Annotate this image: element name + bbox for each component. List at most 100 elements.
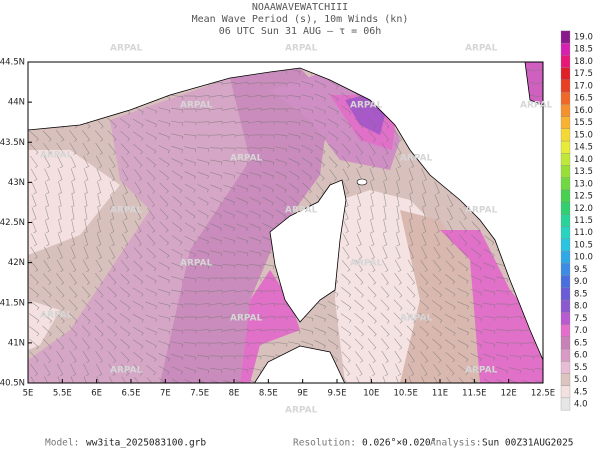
wind-barb	[249, 197, 261, 206]
colorbar-swatch	[560, 373, 571, 386]
wind-barb	[236, 367, 249, 373]
wind-barb	[421, 168, 427, 181]
wind-barb	[84, 207, 88, 220]
wind-barb	[196, 290, 210, 294]
wind-barb	[407, 350, 415, 363]
wind-barb	[133, 143, 143, 155]
wind-barb	[94, 312, 104, 324]
watermark: ARPAL	[110, 366, 143, 376]
wind-barb	[406, 312, 416, 324]
wind-barb	[71, 207, 75, 220]
wind-barb	[522, 380, 533, 383]
wind-barb	[249, 210, 261, 219]
wind-barb	[44, 233, 50, 246]
wind-barb	[109, 233, 115, 246]
wind-barb	[470, 275, 482, 284]
wind-barb	[29, 273, 39, 285]
wind-barb	[380, 312, 390, 324]
wind-barb	[328, 143, 338, 155]
wind-barb	[147, 221, 156, 233]
wind-barb	[368, 273, 377, 285]
wind-barb	[31, 207, 37, 220]
wind-barb	[69, 338, 78, 350]
wind-barb	[223, 120, 236, 125]
wind-barb	[521, 342, 535, 346]
wind-barb	[457, 339, 469, 349]
wind-barb	[197, 236, 209, 245]
colorbar-label: 8.0	[574, 302, 588, 312]
wind-barb	[261, 108, 275, 112]
wind-barb	[383, 233, 388, 246]
wind-barb	[56, 350, 64, 363]
wind-barb	[145, 340, 157, 349]
lon-tick-label: 7E	[160, 389, 171, 399]
wind-barb	[120, 143, 130, 155]
wind-barb	[444, 287, 456, 297]
wind-barb	[210, 197, 222, 206]
lon-tick-label: 5.5E	[53, 389, 72, 399]
wind-barb	[223, 302, 236, 306]
colorbar-label: 19.0	[574, 33, 593, 43]
wind-barb	[158, 275, 170, 284]
colorbar-label: 15.5	[574, 118, 593, 128]
wind-barb	[458, 247, 468, 259]
wind-barb	[68, 325, 78, 337]
wind-barb	[147, 182, 156, 194]
wind-barb	[223, 367, 236, 373]
wind-barb	[236, 223, 248, 232]
wind-barb	[121, 233, 129, 246]
wind-barb	[209, 82, 223, 86]
wind-barb	[107, 130, 117, 142]
wind-barb	[68, 312, 78, 324]
lon-tick-label: 12E	[501, 389, 517, 399]
wind-barb	[108, 351, 117, 363]
wind-barb	[196, 121, 210, 125]
wind-barb	[535, 95, 543, 98]
wind-barb	[406, 299, 416, 311]
wind-barb	[407, 363, 415, 376]
wind-barb	[355, 259, 363, 272]
watermark: ARPAL	[180, 101, 213, 111]
wind-barb	[432, 286, 443, 298]
wind-barb	[159, 208, 169, 220]
wind-barb	[171, 133, 184, 140]
wind-barb	[158, 302, 171, 309]
wind-barb	[134, 233, 142, 246]
wind-barb	[249, 94, 262, 99]
watermark: ARPAL	[285, 206, 318, 216]
wind-barb	[94, 117, 104, 129]
wind-barb	[147, 194, 155, 207]
lon-tick-label: 9.5E	[328, 389, 347, 399]
wind-barb	[84, 220, 88, 233]
wind-barb	[81, 325, 91, 337]
wind-barb	[495, 316, 509, 321]
wind-barb	[171, 170, 183, 180]
wind-barb	[146, 247, 156, 259]
wind-barb	[31, 233, 38, 246]
wind-barb	[95, 142, 103, 155]
wind-barb	[340, 118, 352, 129]
wind-barb	[172, 195, 183, 207]
wind-barb	[236, 197, 248, 206]
wind-barb	[57, 233, 63, 246]
wind-barb	[43, 246, 51, 259]
colorbar-swatch	[560, 140, 571, 154]
wind-barb	[249, 315, 262, 320]
wind-barb	[495, 329, 509, 334]
wind-barb	[383, 220, 387, 233]
wind-barb	[368, 142, 376, 155]
wind-barb	[109, 168, 115, 181]
sardinia	[254, 345, 346, 383]
wind-barb	[96, 233, 102, 246]
wind-barb	[409, 220, 413, 233]
wind-barb	[471, 248, 482, 259]
wind-barb	[71, 194, 75, 207]
watermark: ARPAL	[230, 314, 263, 324]
wind-barb	[409, 207, 413, 220]
wind-barb	[356, 233, 362, 246]
wind-barb	[42, 299, 52, 311]
wind-barb	[82, 142, 90, 155]
wind-barb	[133, 364, 143, 376]
lon-tick-label: 10E	[363, 389, 379, 399]
wind-barb	[183, 121, 197, 126]
